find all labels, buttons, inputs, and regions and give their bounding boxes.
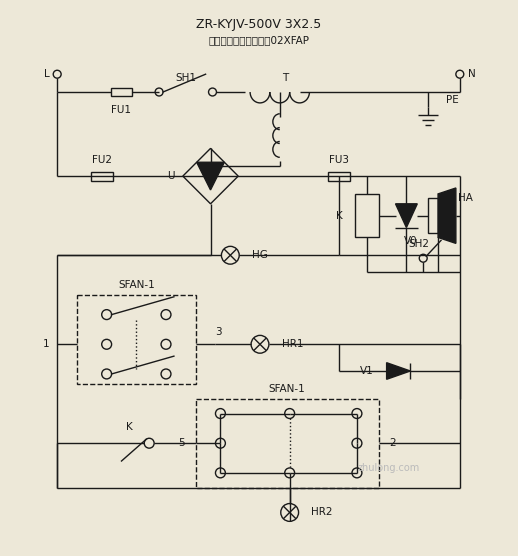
Text: HG: HG [252, 250, 268, 260]
Text: SFAN-1: SFAN-1 [269, 384, 306, 394]
Text: 1: 1 [42, 339, 49, 349]
Text: N: N [468, 69, 476, 79]
Text: T: T [282, 73, 288, 83]
Text: 5: 5 [179, 438, 185, 448]
Text: 引自制定地消防配电箱02XFAP: 引自制定地消防配电箱02XFAP [209, 36, 309, 46]
Text: FU3: FU3 [329, 155, 349, 165]
Polygon shape [396, 204, 418, 227]
Text: SH2: SH2 [409, 240, 430, 249]
Text: L: L [44, 69, 49, 79]
Text: K: K [336, 211, 342, 221]
Bar [428, 198, 438, 234]
Text: HR1: HR1 [282, 339, 303, 349]
Text: 2: 2 [389, 438, 396, 448]
Polygon shape [438, 188, 456, 244]
Bar [355, 194, 379, 237]
Polygon shape [197, 162, 224, 190]
Text: SH1: SH1 [175, 73, 196, 83]
Text: PE: PE [446, 95, 459, 105]
Polygon shape [386, 363, 410, 379]
Text: ZR-KYJV-500V 3X2.5: ZR-KYJV-500V 3X2.5 [196, 18, 322, 31]
Bar [196, 399, 379, 488]
Text: zhulong.com: zhulong.com [357, 463, 420, 473]
Bar [77, 295, 196, 384]
Text: V1: V1 [360, 366, 373, 376]
Text: V0: V0 [404, 236, 417, 246]
Text: FU1: FU1 [111, 105, 132, 115]
Text: 3: 3 [215, 327, 222, 337]
Bar [91, 172, 112, 181]
Text: K: K [126, 423, 133, 433]
Bar [328, 172, 350, 181]
Text: FU2: FU2 [92, 155, 112, 165]
Text: HA: HA [458, 193, 473, 203]
Text: HR2: HR2 [311, 508, 333, 518]
Text: U: U [167, 171, 175, 181]
Bar [111, 87, 133, 97]
Text: SFAN-1: SFAN-1 [118, 280, 155, 290]
